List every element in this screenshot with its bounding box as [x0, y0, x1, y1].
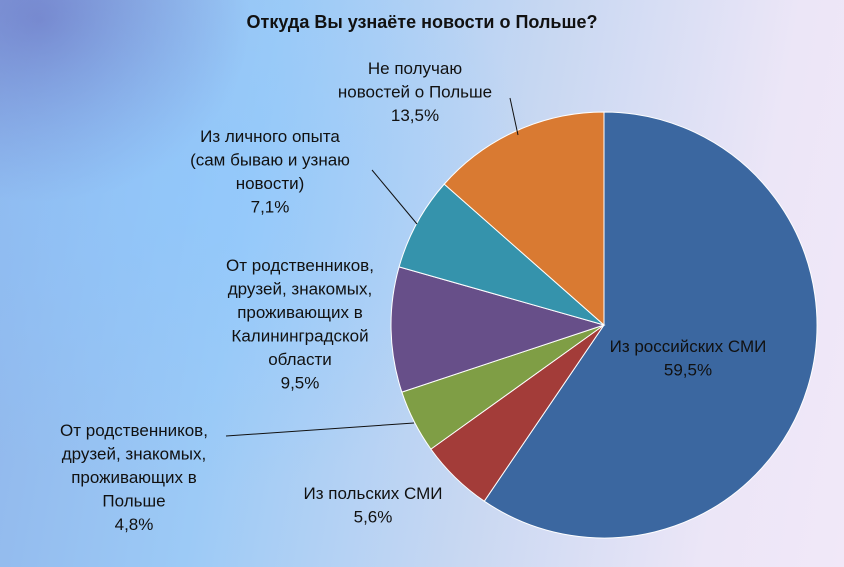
slice-label-line: Не получаю — [368, 59, 462, 78]
slice-label-line: От родственников, — [60, 421, 208, 440]
slice-percent: 13,5% — [391, 106, 439, 125]
slice-label-5: Не получаю новостей о Польше 13,5% — [338, 59, 492, 125]
slice-label-line: проживающих в — [71, 468, 197, 487]
slice-label-line: Из российских СМИ — [610, 337, 767, 356]
slice-label-line: От родственников, — [226, 256, 374, 275]
slice-percent: 5,6% — [354, 508, 393, 527]
slice-percent: 9,5% — [281, 374, 320, 393]
slice-label-line: области — [268, 350, 332, 369]
slice-label-line: новостей о Польше — [338, 83, 492, 102]
slice-label-0: Из российских СМИ 59,5% — [610, 337, 767, 380]
slice-label-line: (сам бываю и узнаю — [190, 151, 350, 170]
slice-label-4: Из личного опыта (сам бываю и узнаю новост… — [190, 127, 350, 217]
slice-label-2: От родственников, друзей, знакомых, прожив… — [60, 421, 208, 534]
slice-percent: 4,8% — [115, 515, 154, 534]
slice-label-1: Из польских СМИ 5,6% — [304, 484, 443, 527]
slice-label-line: Польше — [102, 492, 165, 511]
slice-label-line: новости) — [236, 174, 305, 193]
pie-slice-3 — [390, 266, 606, 393]
slice-label-line: проживающих в — [237, 303, 363, 322]
slice-label-line: друзей, знакомых, — [62, 445, 207, 464]
slice-percent: 59,5% — [664, 361, 712, 380]
pie-slice-0 — [483, 111, 818, 539]
leader-line-4 — [371, 169, 418, 225]
slice-label-line: друзей, знакомых, — [228, 280, 373, 299]
leader-line-5 — [509, 97, 519, 136]
slice-label-line: Калининградской — [231, 327, 368, 346]
leader-line-2 — [225, 422, 415, 437]
slice-label-3: От родственников, друзей, знакомых, прожив… — [226, 256, 374, 393]
slice-label-line: Из польских СМИ — [304, 484, 443, 503]
chart-title: Откуда Вы узнаёте новости о Польше? — [246, 12, 598, 32]
pie-slice-5 — [443, 111, 605, 327]
slice-percent: 7,1% — [251, 198, 290, 217]
slice-label-line: Из личного опыта — [200, 127, 340, 146]
